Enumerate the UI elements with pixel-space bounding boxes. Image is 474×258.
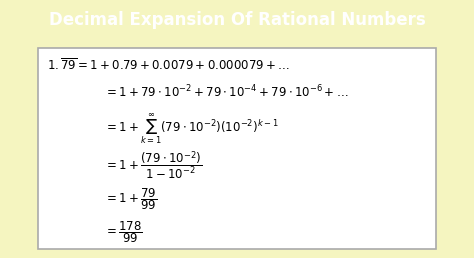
- Text: $= 1 + \dfrac{(79\cdot 10^{-2})}{1 - 10^{-2}}$: $= 1 + \dfrac{(79\cdot 10^{-2})}{1 - 10^…: [104, 150, 202, 182]
- Text: $= 1 + \sum_{k=1}^{\infty}(79\cdot 10^{-2})(10^{-2})^{k-1}$: $= 1 + \sum_{k=1}^{\infty}(79\cdot 10^{-…: [104, 112, 279, 146]
- Text: Decimal Expansion Of Rational Numbers: Decimal Expansion Of Rational Numbers: [49, 11, 425, 29]
- Text: $= 1 + \dfrac{79}{99}$: $= 1 + \dfrac{79}{99}$: [104, 186, 157, 212]
- FancyBboxPatch shape: [38, 48, 436, 249]
- Text: $= \dfrac{178}{99}$: $= \dfrac{178}{99}$: [104, 219, 143, 245]
- Text: $= 1 + 79\cdot 10^{-2} + 79\cdot 10^{-4} + 79\cdot 10^{-6} + \ldots$: $= 1 + 79\cdot 10^{-2} + 79\cdot 10^{-4}…: [104, 83, 349, 100]
- Text: $1.\overline{79} = 1 + 0.79 + 0.0079 + 0.000079 + \ldots$: $1.\overline{79} = 1 + 0.79 + 0.0079 + 0…: [47, 58, 290, 74]
